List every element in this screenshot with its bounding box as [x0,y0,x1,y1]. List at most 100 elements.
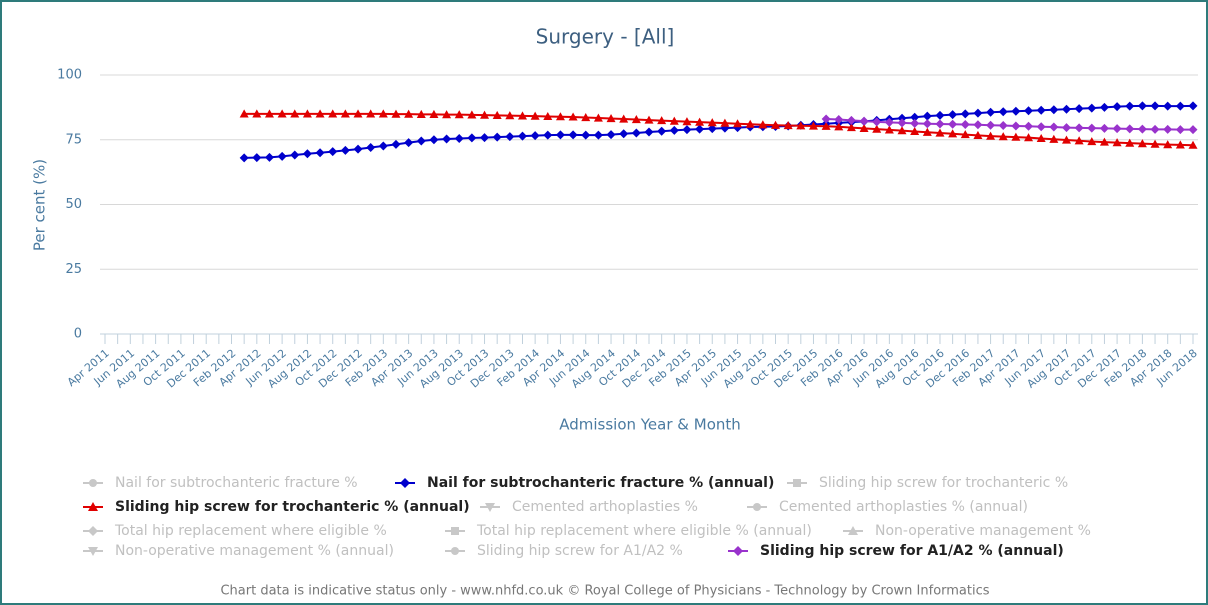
data-point [1036,105,1046,115]
legend-marker [485,503,495,512]
data-point [593,113,603,122]
data-point [935,110,945,120]
data-point [530,131,540,141]
data-point [366,143,376,153]
data-point [568,112,578,121]
data-point [922,111,932,121]
legend-label: Sliding hip screw for A1/A2 % (annual) [760,543,1064,559]
data-point [290,109,300,118]
data-point [404,138,414,148]
data-point [391,139,401,149]
data-point [391,109,401,118]
data-point [1112,102,1122,112]
data-point [378,141,388,151]
data-point [404,109,414,118]
data-point [328,147,338,157]
data-point [593,130,603,140]
legend-item[interactable]: Non-operative management % [843,523,1091,539]
data-point [986,120,996,130]
data-point [682,117,692,126]
legend-item[interactable]: Total hip replacement where eligible % [83,523,387,539]
data-point [846,115,856,125]
data-point [1150,101,1160,111]
data-point [1112,138,1122,147]
data-point [480,133,490,143]
data-point [1163,124,1173,134]
legend-marker [733,546,743,556]
data-point [669,116,679,125]
y-tick-label: 25 [65,262,82,277]
data-point [998,132,1008,141]
data-point [783,121,793,130]
y-axis-title: Per cent (%) [31,159,49,251]
legend-item[interactable]: Cemented arthoplasties % [480,499,698,515]
data-point [960,119,970,129]
legend-marker [848,526,858,535]
data-point [986,107,996,117]
data-point [606,130,616,140]
data-point [517,111,527,120]
data-point [340,109,350,118]
data-point [429,135,439,145]
data-point [733,119,743,128]
data-point [771,120,781,129]
data-point [1099,123,1109,133]
legend-item[interactable]: Sliding hip screw for trochanteric % (an… [83,499,470,515]
data-point [1150,139,1160,148]
legend-item[interactable]: Total hip replacement where eligible % (… [445,523,812,539]
data-point [859,123,869,132]
data-point [682,125,692,135]
data-point [492,110,502,120]
data-point [973,130,983,139]
data-point [606,114,616,123]
legend-marker [88,502,98,511]
data-point [1036,133,1046,143]
data-point [1150,124,1160,134]
data-point [1099,102,1109,112]
data-point [467,133,477,143]
data-point [1188,140,1198,149]
data-point [1163,140,1173,149]
legend-item[interactable]: Sliding hip screw for A1/A2 % [445,543,683,559]
data-point [884,117,894,127]
data-point [315,148,325,158]
data-point [555,112,565,121]
legend-item[interactable]: Sliding hip screw for A1/A2 % (annual) [728,543,1064,559]
data-point [796,121,806,130]
legend-item[interactable]: Cemented arthoplasties % (annual) [747,499,1028,515]
data-point [1074,136,1084,145]
data-point [1175,140,1185,149]
data-point [872,117,882,127]
legend-marker [753,503,761,511]
data-point [619,129,629,139]
data-point [644,115,654,124]
data-point [1036,122,1046,132]
data-point [669,125,679,135]
data-point [252,109,262,118]
data-point [543,111,553,121]
legend-marker [88,526,98,536]
data-point [935,128,945,137]
legend-label: Sliding hip screw for A1/A2 % [477,543,683,559]
data-point [353,144,363,154]
data-point [517,131,527,141]
legend-item[interactable]: Sliding hip screw for trochanteric % [787,475,1068,491]
data-point [239,109,249,118]
data-point [543,130,553,140]
data-point [986,131,996,140]
legend-item[interactable]: Nail for subtrochanteric fracture % (ann… [395,475,774,491]
legend-label: Sliding hip screw for trochanteric % [819,475,1068,491]
data-point [960,109,970,119]
data-point [416,109,426,118]
data-point [505,132,515,142]
legend-item[interactable]: Non-operative management % (annual) [83,543,394,559]
data-point [948,119,958,129]
data-point [910,112,920,122]
data-point [973,108,983,118]
legend-item[interactable]: Nail for subtrochanteric fracture % [83,475,358,491]
data-point [378,109,388,118]
data-point [1137,101,1147,111]
data-point [1061,104,1071,114]
data-point [657,126,667,136]
